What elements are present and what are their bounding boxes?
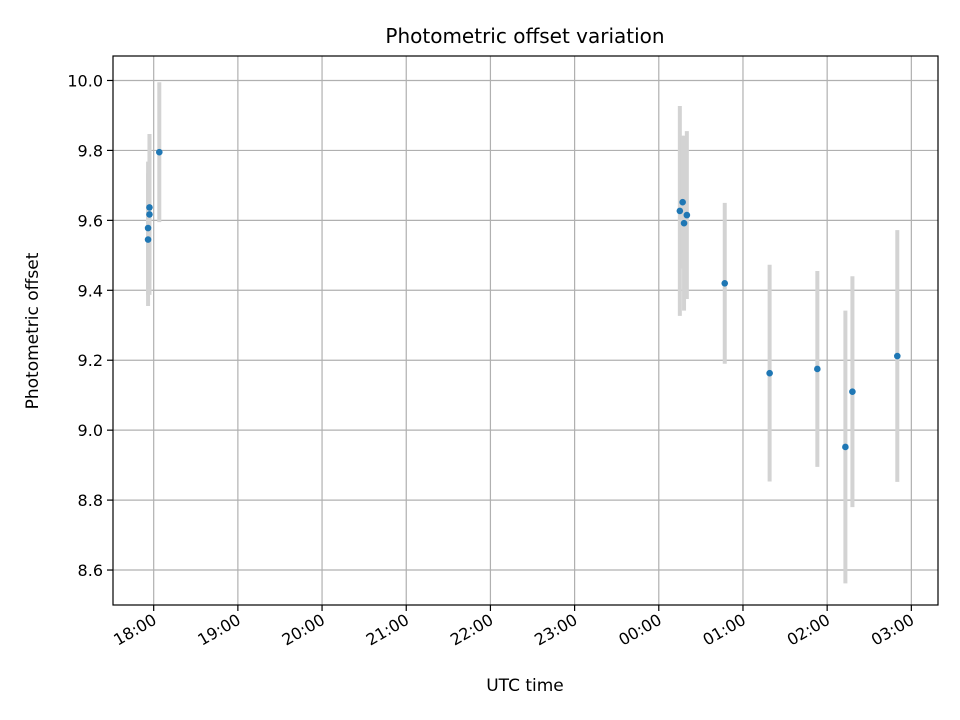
data-point xyxy=(676,207,684,215)
y-axis: 8.6 8.8 9.0 9.2 9.4 9.6 9.8 10.0 xyxy=(67,71,113,580)
data-point xyxy=(894,352,901,360)
x-axis-label: UTC time xyxy=(486,676,564,696)
data-point xyxy=(679,198,686,206)
data-point xyxy=(156,148,163,156)
y-tick-label: 9.8 xyxy=(78,141,103,160)
data-point xyxy=(842,443,849,451)
data-point xyxy=(721,279,729,287)
y-tick-label: 10.0 xyxy=(67,71,103,90)
data-point xyxy=(146,204,153,211)
data-point xyxy=(683,211,691,219)
y-axis-label: Photometric offset xyxy=(23,252,43,409)
y-tick-label: 8.8 xyxy=(78,491,103,510)
data-point xyxy=(849,388,856,395)
y-tick-label: 9.4 xyxy=(78,281,103,300)
grid xyxy=(113,56,938,605)
data-point xyxy=(144,236,152,243)
y-tick-label: 9.6 xyxy=(78,211,103,230)
y-tick-label: 8.6 xyxy=(78,561,103,580)
data-point xyxy=(144,224,152,232)
plot-frame xyxy=(112,55,939,606)
data-point xyxy=(146,211,153,218)
data-points xyxy=(144,148,901,451)
chart-title: Photometric offset variation xyxy=(385,24,664,48)
y-tick-label: 9.0 xyxy=(78,421,103,440)
data-point xyxy=(814,365,821,373)
y-tick-label: 9.2 xyxy=(78,351,103,370)
data-point xyxy=(680,219,688,227)
data-point xyxy=(766,369,773,377)
